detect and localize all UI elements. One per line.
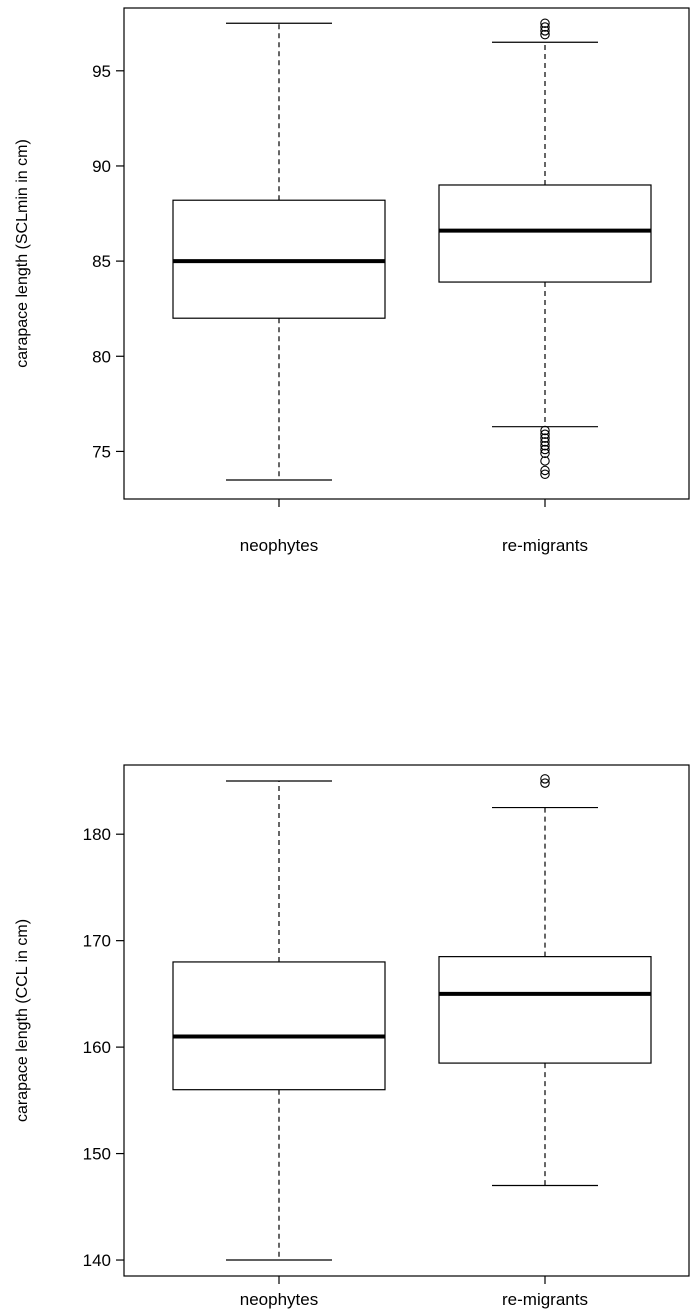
box-neophytes	[172, 780, 386, 1261]
x-tick-label: re-migrants	[502, 536, 588, 555]
y-tick-label: 90	[92, 157, 111, 176]
plot-frame	[123, 7, 690, 500]
outlier-point	[540, 425, 550, 436]
chart-panel-scl: 75 80 85 90 95 carapace length (SCLmin in cm)…	[14, 7, 690, 555]
y-axis-label: carapace length (CCL in cm)	[14, 919, 31, 1122]
outlier-point	[540, 465, 550, 476]
y-tick-label: 160	[83, 1038, 111, 1057]
outlier-point	[540, 22, 550, 32]
outlier-point	[540, 778, 550, 788]
x-tick-label: neophytes	[240, 1290, 318, 1309]
outlier-point	[540, 29, 550, 40]
outlier-point	[540, 437, 550, 447]
x-tick-label: re-migrants	[502, 1290, 588, 1309]
outlier-point	[540, 429, 550, 440]
outlier-point	[540, 774, 550, 784]
y-tick-label: 150	[83, 1145, 111, 1164]
y-tick-label: 85	[92, 252, 111, 271]
outlier-point	[540, 444, 550, 455]
y-tick-label: 95	[92, 62, 111, 81]
plot-frame	[123, 764, 690, 1277]
iqr-box	[438, 184, 652, 283]
y-tick-label: 180	[83, 825, 111, 844]
box-re-migrants	[438, 774, 652, 1187]
y-tick-label: 140	[83, 1251, 111, 1270]
outlier-point	[540, 18, 550, 28]
outlier-point	[540, 469, 550, 480]
y-axis-label: carapace length (SCLmin in cm)	[14, 139, 31, 368]
outlier-point	[540, 26, 550, 36]
x-tick-label: neophytes	[240, 536, 318, 555]
box-re-migrants	[438, 18, 652, 480]
outlier-point	[540, 456, 550, 466]
chart-panel-ccl: 140 150 160 170 180 carapace length (CCL in c…	[14, 764, 690, 1309]
outlier-point	[540, 433, 550, 443]
iqr-box	[438, 956, 652, 1064]
box-neophytes	[172, 22, 386, 481]
outlier-point	[540, 440, 550, 451]
y-tick-label: 80	[92, 347, 111, 366]
y-tick-label: 170	[83, 932, 111, 951]
y-tick-label: 75	[92, 442, 111, 461]
iqr-box	[172, 961, 386, 1091]
outlier-point	[540, 448, 550, 459]
